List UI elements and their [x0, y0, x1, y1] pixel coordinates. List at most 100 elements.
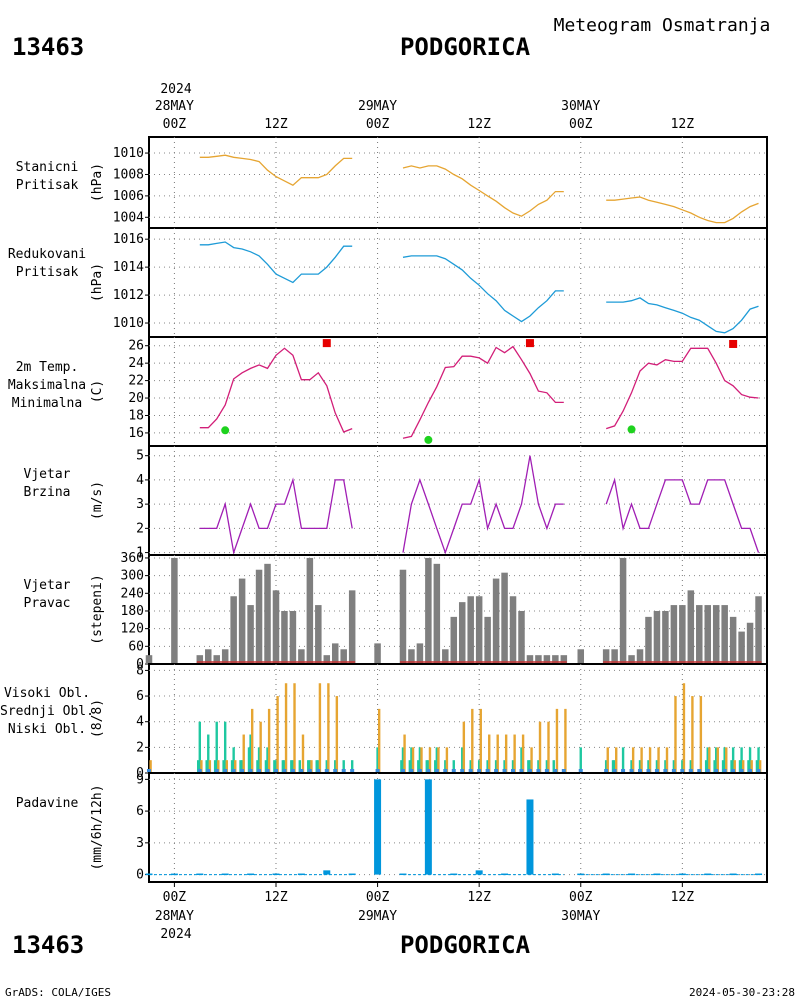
y-tick-label: 22	[128, 374, 144, 389]
precip-bar	[475, 870, 483, 875]
cloud-bar	[276, 696, 279, 772]
tmax-marker	[729, 339, 738, 348]
cloud-bar	[377, 708, 381, 772]
y-tick-label: 20	[128, 391, 144, 406]
cloud-bar	[513, 734, 516, 772]
y-axis-unit: (mm/6h/12h)	[90, 784, 105, 870]
panel-label-line: Niski Obl.	[8, 722, 86, 737]
cloud-base-mark	[147, 769, 151, 772]
cloud-bar	[552, 760, 555, 772]
cloud-bar	[708, 747, 711, 772]
cloud-bar	[674, 696, 677, 772]
bottom-hour-label: 00Z	[569, 890, 593, 905]
panel-frame	[148, 336, 768, 447]
cloud-bar	[723, 747, 726, 772]
cloud-bar	[721, 760, 725, 772]
cloud-bar	[317, 760, 320, 772]
y-tick-label: 60	[128, 639, 144, 654]
cloud-bar	[655, 760, 659, 772]
cloud-base-mark	[714, 769, 719, 772]
bottom-hour-label: 12Z	[671, 890, 695, 905]
cloud-bar	[247, 747, 251, 772]
cloud-bar	[471, 708, 474, 772]
wind-dir-bar	[509, 596, 517, 663]
cloud-base-mark	[638, 769, 643, 772]
tmin-marker	[627, 425, 636, 434]
y-tick-label: 4	[136, 715, 144, 730]
y-axis-unit: (C)	[90, 380, 105, 403]
y-tick-label: 8	[136, 663, 144, 678]
cloud-bar	[239, 760, 242, 772]
cloud-bar	[452, 760, 455, 772]
bottom-date-label: 29MAY	[358, 909, 397, 924]
cloud-bar	[335, 696, 339, 772]
cloud-bar	[274, 760, 278, 772]
tmax-marker	[525, 339, 534, 348]
bottom-time-axis: 00Z 28MAY 12Z 00Z 29MAY 12Z 00Z 30MAY 12Z	[155, 882, 694, 924]
y-axis-unit: (8/8)	[90, 699, 105, 738]
station-name: PODGORICA	[400, 33, 531, 61]
cloud-bar	[325, 760, 328, 772]
panel-label-line: Redukovani	[8, 247, 86, 262]
wind-dir-bar	[636, 649, 644, 663]
panel-label-line: Maksimalna	[8, 378, 86, 393]
cloud-bar	[555, 708, 559, 772]
series-line	[606, 196, 759, 224]
y-tick-label: 4	[136, 473, 144, 488]
cloud-base-mark	[629, 769, 634, 772]
panel-frame	[148, 445, 768, 556]
cloud-bar	[733, 760, 736, 772]
cloud-bar	[496, 734, 499, 772]
tmax-marker	[322, 339, 331, 348]
cloud-base-mark	[299, 769, 304, 772]
tmin-marker	[424, 435, 433, 444]
cloud-bar	[230, 760, 234, 772]
y-tick-label: 0	[136, 766, 144, 781]
cloud-bar	[266, 747, 269, 772]
precip-bar	[348, 873, 356, 876]
cloud-bar	[445, 747, 449, 772]
panel-reduced-pressure: 1010 1012 1014 1016 (hPa) Redukovani Pritisak	[8, 227, 768, 338]
panel-precipitation: 0 3 6 9 (mm/6h/12h) Padavine	[16, 772, 768, 883]
cloud-bar	[417, 760, 420, 772]
cloud-bar	[284, 683, 288, 772]
panel-label-line: Padavine	[16, 796, 79, 811]
top-hour-label: 00Z	[569, 117, 593, 132]
wind-dir-bar	[238, 578, 246, 663]
footer-station-name: PODGORICA	[400, 931, 531, 959]
cloud-base-mark	[722, 769, 727, 772]
top-date-label: 29MAY	[358, 99, 397, 114]
tmin-marker	[221, 426, 230, 435]
y-axis-unit: (hPa)	[90, 263, 105, 302]
cloud-base-mark	[748, 769, 753, 772]
y-tick-label: 5	[136, 449, 144, 464]
cloud-bar	[699, 696, 703, 772]
precip-bar	[526, 799, 534, 875]
cloud-base-mark	[231, 769, 236, 772]
cloud-bar	[291, 760, 295, 772]
cloud-base-mark	[443, 769, 448, 772]
cloud-base-mark	[680, 769, 685, 772]
cloud-bar	[579, 747, 582, 772]
cloud-base-mark	[477, 769, 482, 772]
panel-frame	[148, 227, 768, 338]
panel-label-line: Pritisak	[16, 178, 79, 193]
panel-label-line: Minimalna	[12, 396, 82, 411]
cloud-base-mark	[409, 769, 414, 772]
cloud-base-mark	[502, 769, 507, 772]
y-tick-label: 16	[128, 426, 144, 441]
cloud-base-mark	[282, 769, 287, 772]
wind-dir-bar	[526, 655, 534, 663]
panel-label-line: Vjetar	[24, 467, 71, 482]
credit-text: GrADS: COLA/IGES	[5, 986, 111, 999]
wind-dir-bar	[458, 602, 466, 663]
panel-wind-speed: 1 2 3 4 5 (m/s) Vjetar Brzina	[24, 445, 768, 561]
wind-dir-bar	[315, 605, 322, 663]
y-tick-label: 1008	[113, 167, 144, 182]
cloud-bar	[530, 747, 533, 772]
cloud-base-mark	[494, 769, 499, 772]
wind-dir-bar	[484, 616, 491, 663]
panel-label-line: Visoki Obl.	[4, 686, 90, 701]
footer-station-id: 13463	[12, 931, 84, 959]
